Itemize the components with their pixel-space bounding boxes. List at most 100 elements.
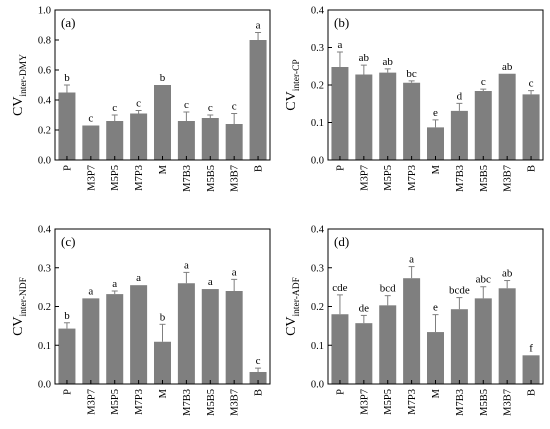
y-tick-label: 0.3 (311, 43, 324, 54)
x-tick-label: M7P3 (407, 389, 418, 415)
significance-label: de (359, 302, 370, 314)
x-tick-label: M3P7 (359, 389, 370, 415)
y-axis-label-main: CV (284, 91, 299, 110)
significance-label: c (232, 101, 237, 113)
x-tick-label: M5P5 (110, 165, 121, 191)
significance-label: c (88, 113, 93, 125)
y-tick-label: 0.3 (38, 263, 51, 274)
x-tick-label: M (431, 164, 442, 174)
bar-m3b7 (225, 124, 243, 160)
y-tick-label: 0.6 (38, 66, 51, 77)
bar-m7p3 (403, 278, 421, 384)
x-tick-label: B (254, 165, 265, 172)
significance-label: bcd (380, 283, 396, 295)
x-tick-label: M (158, 164, 169, 174)
bar-m7b3 (177, 283, 195, 384)
significance-label: ab (502, 268, 513, 280)
y-tick-label: 0.4 (311, 6, 325, 17)
bar-m5p5 (379, 72, 397, 160)
significance-label: c (112, 102, 117, 114)
bar-p (331, 67, 349, 160)
bar-m7p3 (130, 113, 148, 160)
y-tick-label: 0.2 (311, 81, 324, 92)
bar-p (331, 314, 349, 384)
x-tick-label: M3B7 (230, 165, 241, 192)
x-tick-label: M7P3 (134, 165, 145, 191)
significance-label: f (529, 342, 533, 354)
significance-label: c (256, 355, 261, 367)
panel-label: (c) (61, 234, 75, 249)
significance-label: bcde (449, 285, 470, 297)
y-tick-label: 0.0 (38, 156, 51, 167)
y-tick-label: 0.4 (311, 225, 325, 236)
panel-c: b a a a b a a a c 0.0 0.1 0.2 0.3 0.4 P M3P7 M5P5 M7P3 M M7… (11, 225, 271, 416)
x-tick-label: M (431, 388, 442, 398)
x-tick-label: B (254, 389, 265, 396)
y-tick-label: 0.3 (311, 263, 324, 274)
significance-label: b (64, 72, 70, 84)
significance-label: d (457, 90, 463, 102)
bar-m7b3 (450, 309, 468, 384)
bar-m7p3 (130, 285, 148, 384)
x-tick-label: M3B7 (503, 165, 514, 192)
x-tick-label: M7B3 (455, 165, 466, 192)
x-tick-label: M5P5 (110, 389, 121, 415)
bar-m3b7 (498, 73, 516, 160)
bar-m (154, 85, 171, 160)
y-axis-label-main: CV (11, 97, 26, 116)
significance-label: a (256, 20, 261, 32)
bar-p (58, 92, 76, 160)
significance-label: a (208, 276, 213, 288)
significance-label: c (208, 102, 213, 114)
x-tick-label: M7P3 (407, 165, 418, 191)
y-axis-label: CVinter-DMY (11, 54, 29, 116)
x-tick-label: P (62, 389, 73, 395)
bar-m (427, 127, 444, 160)
significance-label: b (160, 311, 166, 323)
y-axis-label: CVinter-ADF (284, 277, 302, 336)
bar-m5b5 (474, 298, 492, 384)
significance-label: a (232, 266, 237, 278)
bar-b (249, 371, 267, 384)
y-axis-label: CVinter-CP (284, 59, 302, 110)
significance-label: a (136, 272, 141, 284)
x-tick-label: M3P7 (86, 389, 97, 415)
significance-label: ab (359, 52, 370, 64)
significance-label: ab (502, 61, 513, 73)
bar-m5b5 (474, 91, 492, 160)
y-tick-label: 0.2 (38, 126, 51, 137)
x-tick-label: B (527, 389, 538, 396)
x-tick-label: M7B3 (182, 165, 193, 192)
y-axis-label-subscript: inter-DMY (19, 54, 29, 97)
bar-m7b3 (450, 110, 468, 160)
bar-m5b5 (201, 289, 219, 384)
significance-label: abc (476, 274, 491, 286)
significance-label: ab (383, 56, 394, 68)
y-tick-label: 0.8 (38, 36, 51, 47)
panel-label: (b) (334, 15, 349, 30)
x-tick-label: M7B3 (455, 389, 466, 416)
y-axis-label-subscript: inter-ADF (292, 277, 302, 316)
bar-b (249, 40, 267, 160)
bar-m3b7 (225, 291, 243, 384)
x-tick-label: M3B7 (230, 389, 241, 416)
x-tick-label: M3B7 (503, 389, 514, 416)
significance-label: c (481, 76, 486, 88)
x-tick-label: P (62, 165, 73, 171)
bar-m3p7 (355, 323, 373, 384)
panel-a: b c c c b c c c a 0.0 0.2 0.4 0.6 0.8 1.0 P M3P7 M5P5 M7P3… (11, 6, 271, 192)
x-tick-label: M5B5 (479, 389, 490, 416)
y-tick-label: 0.4 (38, 225, 52, 236)
x-tick-label: M (158, 388, 169, 398)
significance-label: a (88, 285, 93, 297)
y-tick-label: 0.1 (38, 341, 51, 352)
x-tick-label: M3P7 (86, 165, 97, 191)
panel-label: (a) (61, 15, 75, 30)
bar-m5p5 (379, 305, 397, 384)
bar-m3b7 (498, 288, 516, 384)
bar-m (427, 332, 444, 384)
y-tick-label: 0.0 (38, 380, 51, 391)
x-tick-label: M5B5 (206, 165, 217, 192)
y-tick-label: 1.0 (38, 6, 51, 17)
bar-m7b3 (177, 121, 195, 160)
